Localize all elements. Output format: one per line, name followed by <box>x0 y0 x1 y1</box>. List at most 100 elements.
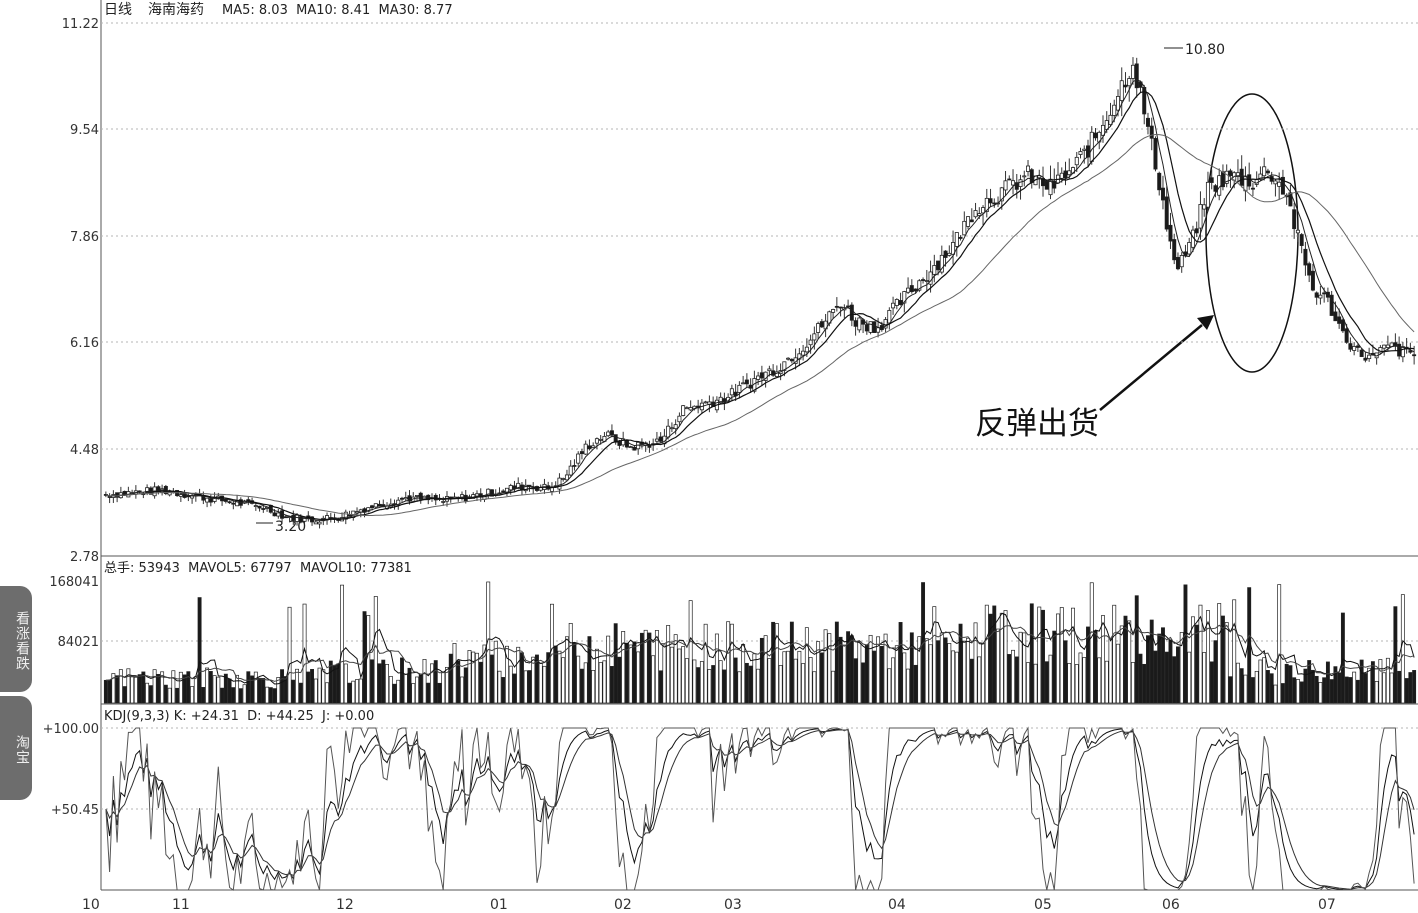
volume-bar <box>122 686 127 704</box>
candle-body <box>523 484 528 492</box>
candle-body <box>628 446 633 449</box>
volume-bar <box>831 670 836 704</box>
candle-body <box>1239 168 1244 186</box>
volume-bar <box>426 682 431 704</box>
candle-body <box>280 510 285 519</box>
volume-bar <box>1303 668 1308 704</box>
volume-bar <box>879 645 884 704</box>
mavol10-line <box>105 624 1415 682</box>
candle-body <box>1355 345 1360 348</box>
volume-bar <box>358 678 363 704</box>
volume-bar <box>658 670 663 704</box>
volume-bar <box>1108 637 1113 704</box>
volume-bar <box>272 688 277 704</box>
candle-body <box>598 438 603 441</box>
volume-bar <box>111 673 116 704</box>
volume-bar <box>1299 681 1304 704</box>
candle-body <box>737 384 742 393</box>
volume-bar <box>171 670 176 704</box>
candle-body <box>516 482 521 489</box>
candle-body <box>1382 344 1387 349</box>
candle-body <box>834 305 839 308</box>
volume-bar <box>1325 661 1330 704</box>
tab-taobao[interactable]: 淘宝 <box>0 696 32 800</box>
candle-body <box>1052 180 1057 189</box>
volume-bar <box>1101 615 1105 704</box>
volume-bar <box>632 641 637 704</box>
volume-bar <box>1033 663 1038 704</box>
volume-bar <box>482 644 487 704</box>
candle-body <box>816 323 821 333</box>
candle-body <box>377 503 382 507</box>
volume-bar <box>774 623 779 704</box>
volume-bar <box>654 630 659 704</box>
candle-body <box>924 280 929 282</box>
volume-bar <box>235 674 240 704</box>
volume-bar <box>733 657 738 704</box>
volume-bar <box>636 651 641 704</box>
volume-bar <box>647 632 652 704</box>
volume-bar <box>1348 677 1353 704</box>
volume-bar <box>1352 671 1357 704</box>
volume-bar <box>827 633 832 704</box>
candle-body <box>407 495 412 502</box>
volume-bar <box>1018 631 1023 704</box>
volume-bar <box>906 668 911 704</box>
volume-bar <box>463 667 468 704</box>
volume-bar <box>261 678 266 704</box>
candle-body <box>1194 228 1199 234</box>
candle-body <box>1385 344 1390 348</box>
volume-bar <box>834 621 839 704</box>
tab-kanzhang[interactable]: 看涨看跌 <box>0 586 32 692</box>
volume-bar <box>1254 670 1259 704</box>
volume-bar <box>924 638 929 704</box>
volume-bar <box>433 660 438 704</box>
volume-bar <box>853 658 858 704</box>
volume-bar <box>1333 666 1338 704</box>
volume-bar <box>1191 616 1195 704</box>
candle-body <box>1224 170 1229 184</box>
volume-bar <box>696 667 701 704</box>
volume-bar <box>1355 679 1360 704</box>
volume-bar <box>628 644 633 704</box>
volume-bar <box>992 605 997 704</box>
volume-bar <box>962 640 967 704</box>
candle-body <box>508 485 513 491</box>
volume-bar <box>684 658 689 704</box>
volume-bar <box>1011 649 1015 704</box>
volume-bar <box>1280 683 1285 704</box>
x-axis-labels: 10 11 12 01 02 03 04 05 06 07 <box>82 897 1336 913</box>
volume-bar <box>355 679 359 704</box>
candle-body <box>1280 176 1285 195</box>
volume-bar <box>283 676 288 704</box>
candle-body <box>966 216 971 227</box>
volume-bar <box>793 658 798 704</box>
candle-body <box>572 465 577 467</box>
x-tick-label: 11 <box>172 897 190 913</box>
volume-bar <box>265 686 270 704</box>
volume-bar <box>759 637 764 704</box>
volume-bar <box>1400 594 1405 704</box>
volume-bar <box>857 641 862 704</box>
volume-bar <box>748 665 753 704</box>
volume-bar <box>542 665 547 704</box>
volume-bar <box>898 622 903 704</box>
volume-bar <box>789 621 794 704</box>
candle-body <box>295 514 300 522</box>
volume-bar <box>891 657 896 704</box>
volume-bar <box>1217 603 1222 704</box>
volume-bar <box>816 641 821 704</box>
volume-bar <box>902 652 907 704</box>
volume-bar <box>1119 625 1124 704</box>
candle-body <box>1213 185 1218 192</box>
candle-body <box>1115 96 1120 111</box>
candle-body <box>1157 172 1162 191</box>
price-y-ticks: 11.22 9.54 7.86 6.16 4.48 2.78 <box>62 17 99 565</box>
volume-bar <box>268 687 273 704</box>
volume-bar <box>351 680 356 704</box>
candle-body <box>313 521 318 525</box>
volume-bar <box>313 678 318 704</box>
volume-bar <box>445 666 449 704</box>
volume-bar <box>1329 679 1334 704</box>
